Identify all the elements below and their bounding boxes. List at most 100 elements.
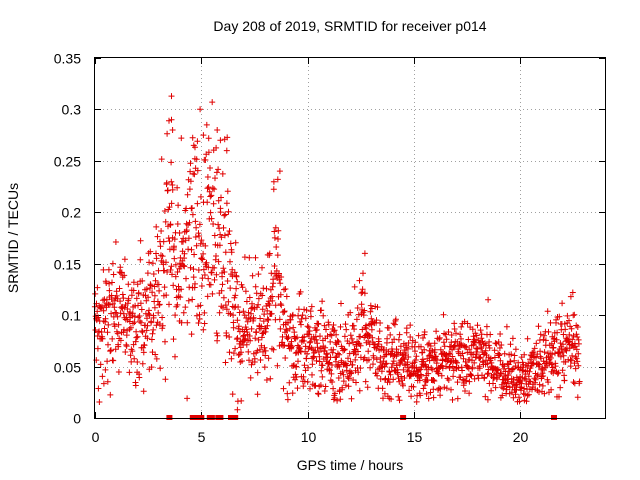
data-point: [476, 365, 483, 372]
data-point: [215, 197, 222, 204]
data-point: [497, 357, 504, 364]
data-point: [226, 334, 233, 340]
data-point: [465, 336, 472, 343]
data-point: [451, 326, 458, 332]
data-point: [534, 373, 541, 379]
data-point: [135, 314, 142, 321]
zero-marker: [228, 415, 234, 420]
data-point: [567, 356, 574, 363]
data-point: [99, 373, 106, 380]
data-point: [553, 316, 560, 323]
data-point: [263, 285, 270, 292]
data-point: [139, 329, 146, 336]
data-point: [233, 336, 240, 343]
data-point: [242, 335, 249, 342]
data-point: [398, 373, 405, 380]
data-point: [250, 314, 257, 321]
data-point: [574, 394, 581, 401]
data-point: [315, 391, 322, 398]
data-point: [404, 359, 411, 366]
data-point: [246, 357, 252, 364]
data-point: [262, 347, 269, 354]
data-point: [386, 369, 393, 375]
data-point: [505, 380, 512, 387]
data-point: [199, 275, 206, 282]
data-point: [117, 264, 124, 271]
data-point: [152, 277, 159, 284]
data-point: [512, 346, 519, 353]
data-point: [100, 266, 107, 273]
data-point: [130, 279, 137, 286]
data-point: [247, 374, 254, 381]
data-points: [91, 93, 583, 420]
data-point: [574, 334, 581, 340]
data-point: [467, 372, 474, 378]
data-point: [313, 326, 320, 333]
data-point: [335, 375, 342, 381]
data-point: [205, 135, 212, 142]
data-point: [406, 367, 413, 374]
data-point: [258, 323, 265, 330]
data-point: [211, 276, 218, 283]
data-point: [351, 283, 358, 290]
data-point: [496, 345, 503, 351]
data-point: [334, 337, 341, 344]
data-point: [307, 308, 314, 315]
data-point: [357, 342, 364, 349]
data-point: [448, 386, 454, 393]
data-point: [548, 386, 555, 393]
data-point: [202, 157, 209, 163]
data-point: [197, 193, 204, 200]
data-point: [517, 384, 523, 391]
data-point: [454, 379, 461, 386]
data-point: [139, 360, 146, 367]
data-point: [154, 233, 161, 240]
data-point: [220, 265, 227, 272]
data-point: [412, 348, 418, 355]
data-point: [255, 295, 262, 302]
data-point: [319, 362, 326, 369]
data-point: [348, 395, 355, 402]
data-point: [243, 341, 250, 348]
data-point: [482, 393, 489, 400]
data-point: [305, 324, 312, 331]
data-point: [131, 313, 138, 320]
data-point: [306, 339, 313, 346]
data-point: [484, 396, 491, 403]
data-point: [374, 304, 381, 311]
data-point: [478, 331, 485, 338]
data-point: [92, 327, 99, 333]
data-point: [255, 336, 262, 343]
data-point: [355, 369, 362, 376]
data-point: [499, 392, 506, 399]
data-point: [458, 335, 464, 342]
data-point: [533, 340, 540, 347]
data-point: [337, 396, 344, 403]
data-point: [312, 382, 319, 389]
data-point: [415, 332, 422, 339]
data-point: [272, 302, 279, 309]
data-point: [230, 319, 237, 326]
x-tick-label: 0: [92, 429, 100, 445]
data-point: [187, 178, 194, 185]
data-point: [270, 346, 277, 353]
data-point: [380, 358, 387, 365]
data-point: [497, 331, 504, 337]
data-point: [365, 331, 372, 338]
data-point: [174, 301, 181, 308]
data-point: [498, 342, 505, 348]
data-point: [308, 303, 315, 310]
data-point: [227, 240, 234, 247]
data-point: [220, 304, 226, 311]
data-point: [436, 385, 442, 392]
data-point: [105, 321, 112, 328]
data-point: [284, 335, 291, 342]
data-point: [425, 370, 432, 377]
data-point: [549, 351, 556, 358]
y-tick-label: 0.05: [54, 360, 81, 376]
data-point: [215, 166, 222, 173]
data-point: [186, 186, 193, 193]
zero-marker: [232, 415, 239, 420]
data-point: [188, 331, 195, 338]
data-point: [148, 336, 155, 343]
